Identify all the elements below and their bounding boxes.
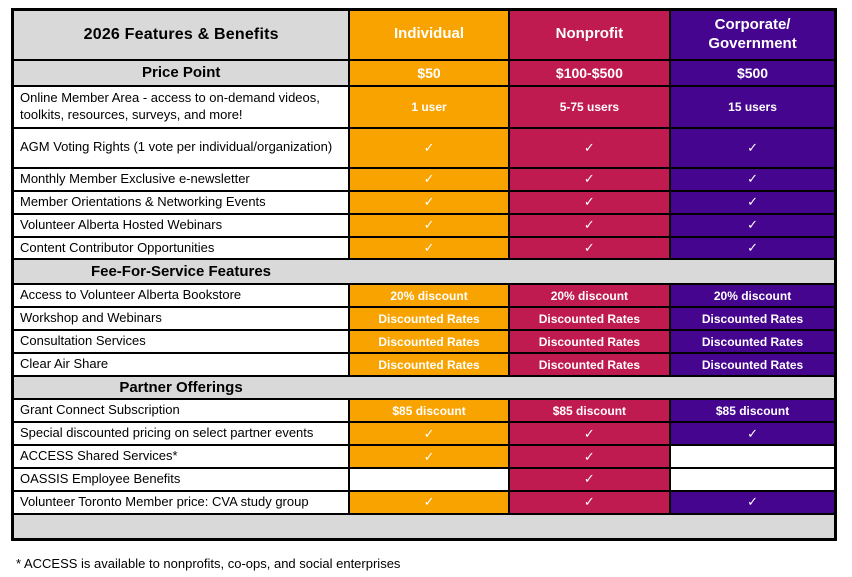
check-icon: ✓ (669, 166, 837, 192)
check-icon: ✓ (507, 444, 672, 469)
feature-label: Content Contributor Opportunities (11, 235, 351, 261)
check-icon: ✓ (669, 212, 837, 238)
footnote: * ACCESS is available to nonprofits, co-… (16, 556, 401, 571)
value-cell: Discounted Rates (507, 306, 672, 332)
column-header-nonprofit: Nonprofit (507, 8, 672, 61)
table-row: ACCESS Shared Services* ✓ ✓ (11, 444, 837, 469)
table-row: Grant Connect Subscription $85 discount … (11, 398, 837, 424)
check-icon: ✓ (507, 489, 672, 515)
spacer-row (11, 512, 837, 541)
price-corporate: $500 (669, 58, 837, 87)
value-cell: 5-75 users (507, 84, 672, 129)
feature-label: Volunteer Alberta Hosted Webinars (11, 212, 351, 238)
feature-label: Volunteer Toronto Member price: CVA stud… (11, 489, 351, 515)
feature-label: Special discounted pricing on select par… (11, 421, 351, 447)
table-title: 2026 Features & Benefits (11, 8, 351, 61)
check-icon: ✓ (348, 166, 510, 192)
check-icon: ✓ (348, 126, 510, 169)
table-row: Workshop and Webinars Discounted Rates D… (11, 306, 837, 332)
feature-label: Online Member Area - access to on-demand… (11, 84, 351, 129)
price-individual: $50 (348, 58, 510, 87)
table-row: Online Member Area - access to on-demand… (11, 84, 837, 129)
table-row: Member Orientations & Networking Events … (11, 189, 837, 215)
check-icon: ✓ (507, 126, 672, 169)
check-icon: ✓ (348, 444, 510, 469)
gray-spacer (11, 512, 837, 541)
value-cell: Discounted Rates (669, 306, 837, 332)
feature-label: Member Orientations & Networking Events (11, 189, 351, 215)
table-row: Volunteer Alberta Hosted Webinars ✓ ✓ ✓ (11, 212, 837, 238)
feature-label: Workshop and Webinars (11, 306, 351, 332)
section-band: Partner Offerings (11, 375, 837, 401)
table-row: Special discounted pricing on select par… (11, 421, 837, 447)
value-cell: Discounted Rates (669, 329, 837, 355)
feature-label: Grant Connect Subscription (11, 398, 351, 424)
empty-cell (348, 466, 510, 492)
feature-label: ACCESS Shared Services* (11, 444, 351, 469)
table-row: Volunteer Toronto Member price: CVA stud… (11, 489, 837, 515)
check-icon: ✓ (348, 489, 510, 515)
check-icon: ✓ (507, 421, 672, 447)
feature-label: Access to Volunteer Alberta Bookstore (11, 283, 351, 309)
value-cell: Discounted Rates (348, 352, 510, 378)
value-cell: 20% discount (507, 283, 672, 309)
feature-label: Clear Air Share (11, 352, 351, 378)
feature-label: Consultation Services (11, 329, 351, 355)
value-cell: 15 users (669, 84, 837, 129)
section-title: Partner Offerings (119, 379, 243, 397)
value-cell: Discounted Rates (348, 306, 510, 332)
check-icon: ✓ (507, 466, 672, 492)
table-row: Clear Air Share Discounted Rates Discoun… (11, 352, 837, 378)
price-row: Price Point $50 $100-$500 $500 (11, 58, 837, 87)
column-header-corporate-government: Corporate/ Government (669, 8, 837, 61)
column-header-individual: Individual (348, 8, 510, 61)
value-cell: 20% discount (669, 283, 837, 309)
value-cell: $85 discount (669, 398, 837, 424)
check-icon: ✓ (348, 235, 510, 261)
feature-label: AGM Voting Rights (1 vote per individual… (11, 126, 351, 169)
check-icon: ✓ (507, 235, 672, 261)
empty-cell (669, 466, 837, 492)
table-row: AGM Voting Rights (1 vote per individual… (11, 126, 837, 169)
value-cell: Discounted Rates (507, 329, 672, 355)
section-title: Fee-For-Service Features (90, 263, 272, 281)
check-icon: ✓ (348, 189, 510, 215)
check-icon: ✓ (669, 421, 837, 447)
value-cell: 1 user (348, 84, 510, 129)
check-icon: ✓ (348, 421, 510, 447)
section-row: Fee-For-Service Features (11, 258, 837, 286)
check-icon: ✓ (507, 166, 672, 192)
price-point-label: Price Point (11, 58, 351, 87)
value-cell: Discounted Rates (507, 352, 672, 378)
feature-label: Monthly Member Exclusive e-newsletter (11, 166, 351, 192)
table-row: Monthly Member Exclusive e-newsletter ✓ … (11, 166, 837, 192)
check-icon: ✓ (669, 126, 837, 169)
check-icon: ✓ (669, 489, 837, 515)
header-row: 2026 Features & Benefits Individual Nonp… (11, 8, 837, 61)
section-band: Fee-For-Service Features (11, 258, 837, 286)
table-row: Access to Volunteer Alberta Bookstore 20… (11, 283, 837, 309)
table-row: OASSIS Employee Benefits ✓ (11, 466, 837, 492)
value-cell: $85 discount (348, 398, 510, 424)
price-nonprofit: $100-$500 (507, 58, 672, 87)
empty-cell (669, 444, 837, 469)
value-cell: 20% discount (348, 283, 510, 309)
check-icon: ✓ (348, 212, 510, 238)
value-cell: $85 discount (507, 398, 672, 424)
table-row: Consultation Services Discounted Rates D… (11, 329, 837, 355)
feature-label: OASSIS Employee Benefits (11, 466, 351, 492)
value-cell: Discounted Rates (669, 352, 837, 378)
pricing-table: 2026 Features & Benefits Individual Nonp… (11, 8, 837, 542)
check-icon: ✓ (669, 189, 837, 215)
value-cell: Discounted Rates (348, 329, 510, 355)
section-row: Partner Offerings (11, 375, 837, 401)
table-row: Content Contributor Opportunities ✓ ✓ ✓ (11, 235, 837, 261)
check-icon: ✓ (507, 212, 672, 238)
check-icon: ✓ (669, 235, 837, 261)
check-icon: ✓ (507, 189, 672, 215)
